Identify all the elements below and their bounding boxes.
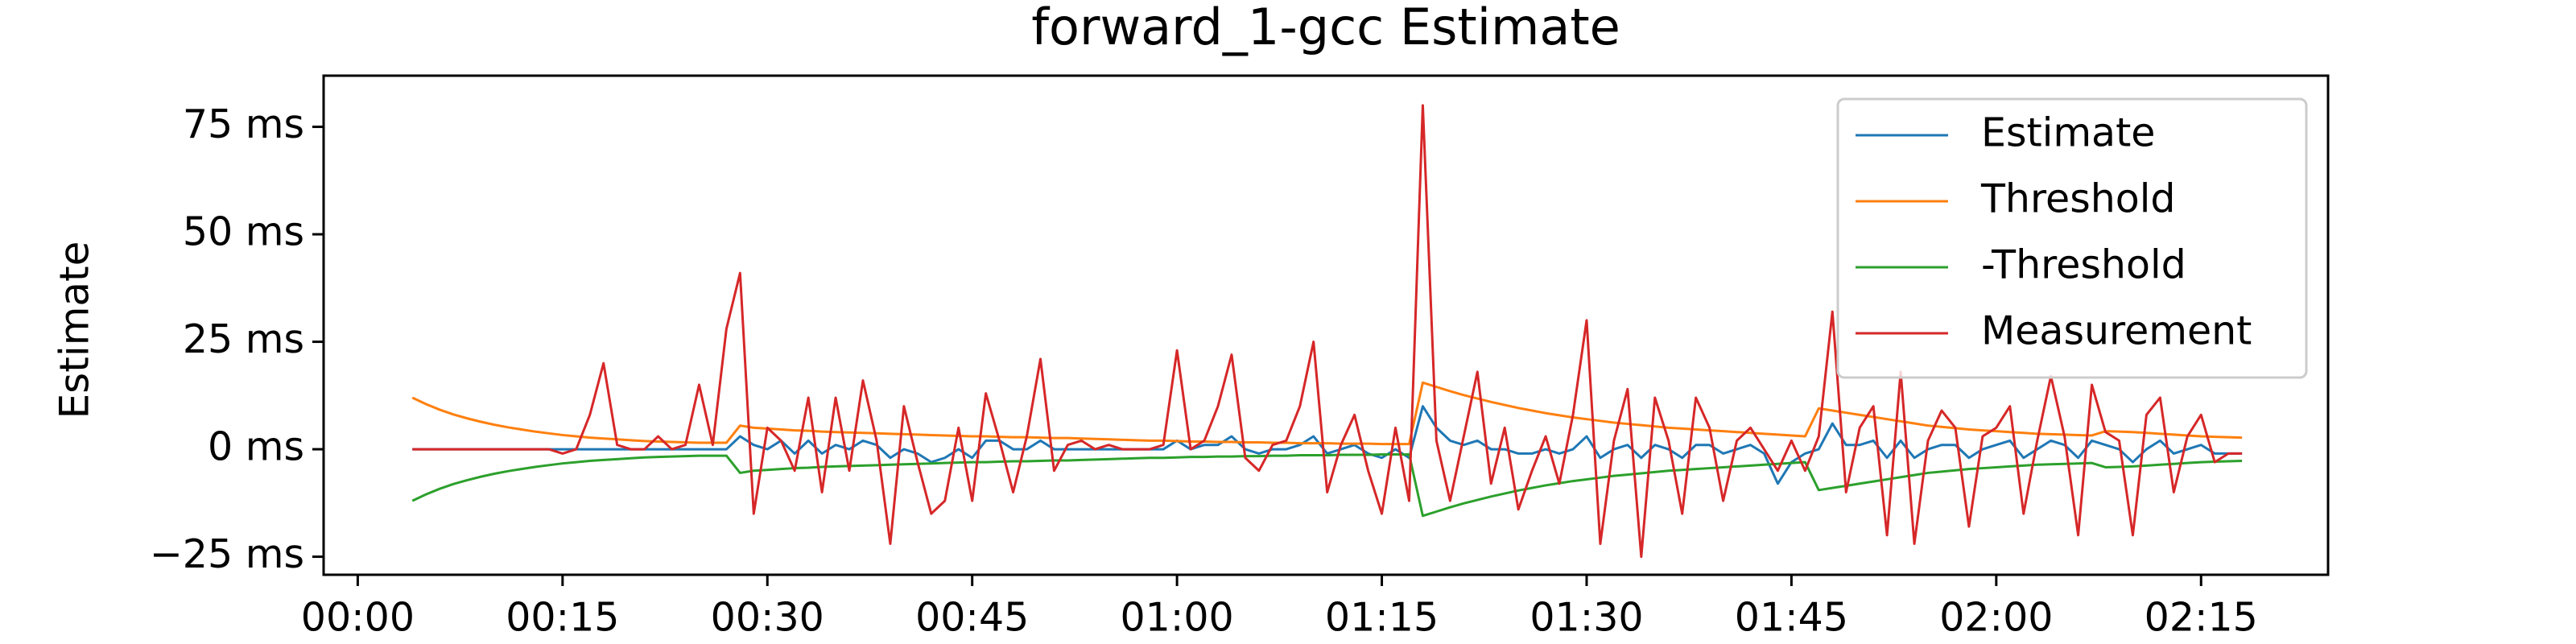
- x-tick-label: 01:15: [1325, 595, 1439, 641]
- y-tick-label: −25 ms: [150, 531, 304, 577]
- series-line: [411, 452, 2243, 518]
- x-tick-label: 01:45: [1735, 595, 1848, 641]
- x-tick-label: 02:00: [1939, 595, 2053, 641]
- y-tick-label: 75 ms: [183, 101, 304, 147]
- plot-frame: [322, 74, 2330, 576]
- x-tick-label: 02:15: [2145, 595, 2258, 641]
- x-tick-label: 00:30: [711, 595, 824, 641]
- x-tick-label: 00:45: [915, 595, 1029, 641]
- legend-label: Threshold: [1980, 176, 2175, 222]
- x-tick-label: 00:15: [506, 595, 619, 641]
- y-axis-label: Estimate: [52, 242, 98, 419]
- x-tick-label: 00:00: [301, 595, 415, 641]
- y-tick-label: 50 ms: [183, 209, 304, 255]
- legend: Estimate Threshold -Threshold Measurement: [1836, 97, 2308, 379]
- y-tick-label: 25 ms: [183, 316, 304, 362]
- legend-label: -Threshold: [1981, 242, 2186, 288]
- series-line: [411, 381, 2243, 446]
- legend-label: Measurement: [1981, 308, 2252, 354]
- series-line: [412, 405, 2243, 485]
- x-tick-label: 01:00: [1121, 595, 1234, 641]
- y-tick-label: 0 ms: [208, 424, 304, 470]
- chart-title: forward_1-gcc Estimate: [1031, 0, 1620, 56]
- series-line: [412, 104, 2243, 559]
- x-tick-label: 01:30: [1530, 595, 1643, 641]
- legend-label: Estimate: [1981, 110, 2155, 156]
- legend-box: [1836, 97, 2308, 379]
